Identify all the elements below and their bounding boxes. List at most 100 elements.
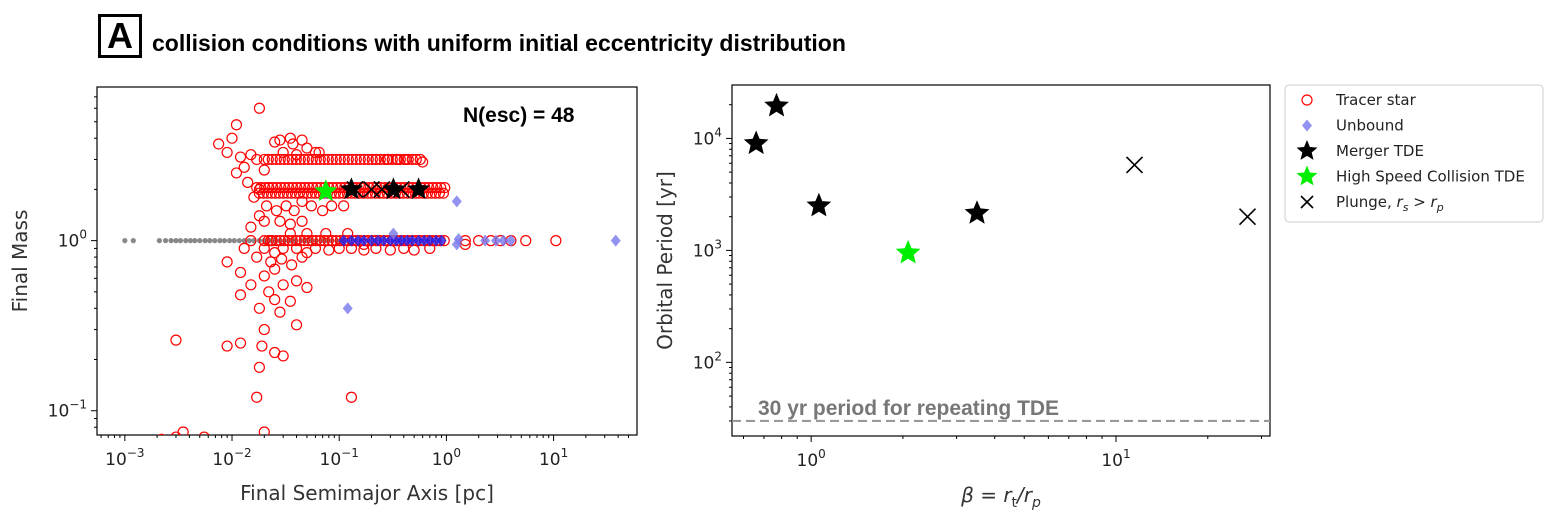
tracer-point xyxy=(270,235,282,247)
tracer-star-point xyxy=(333,242,345,255)
tracer-point xyxy=(265,187,277,199)
unbound-point xyxy=(451,195,462,208)
tracer-star-point xyxy=(258,215,270,227)
tracer-star-point xyxy=(550,235,562,247)
tracer-point xyxy=(302,153,314,166)
tracer-point xyxy=(253,187,265,199)
tracer-star-point xyxy=(345,391,358,403)
unbound-point xyxy=(342,302,353,315)
tracer-star-point xyxy=(274,134,286,146)
legend-label-unbound: Unbound xyxy=(1336,117,1404,135)
tracer-star-point xyxy=(234,151,247,163)
tracer-point xyxy=(362,153,374,166)
tracer-star-point xyxy=(296,195,308,208)
tracer-star-point xyxy=(323,244,335,256)
tracer-point xyxy=(266,235,278,247)
tracer-point xyxy=(278,235,290,247)
tracer-point xyxy=(318,153,330,166)
tracer-point xyxy=(278,153,290,166)
tracer-star-point xyxy=(253,361,265,373)
unbound-point xyxy=(419,234,430,247)
unbound-point xyxy=(407,234,418,247)
tracer-point xyxy=(302,235,314,247)
tracer-star-point xyxy=(157,433,166,435)
tracer-point xyxy=(330,153,342,166)
plot-frame xyxy=(96,86,638,436)
legend-label-merger: Merger TDE xyxy=(1336,142,1424,160)
escaped-point xyxy=(130,238,136,244)
unbound-point xyxy=(378,234,389,247)
unbound-point xyxy=(431,234,442,247)
tracer-point xyxy=(274,235,286,247)
merger-tde-point xyxy=(806,192,832,217)
plunge-point xyxy=(1125,156,1144,174)
tracer-star-point xyxy=(290,319,303,331)
tracer-star-point xyxy=(213,138,225,150)
tracer-point xyxy=(433,187,445,199)
tracer-star-point xyxy=(260,200,273,212)
tracer-point xyxy=(273,187,285,199)
tracer-star-point xyxy=(408,244,420,256)
escaped-point xyxy=(162,238,169,244)
unbound-point xyxy=(358,234,369,247)
merger-tde-point xyxy=(381,177,405,200)
tracer-point xyxy=(402,153,414,166)
tracer-point xyxy=(398,153,410,166)
escaped-point xyxy=(202,238,208,244)
tracer-point xyxy=(261,187,273,199)
tracer-star-point xyxy=(286,259,298,271)
merger-tde-point xyxy=(407,177,430,200)
tracer-point xyxy=(346,153,358,166)
tracer-star-point xyxy=(277,350,289,362)
escaped-point xyxy=(187,238,194,244)
figure-title: collision conditions with uniform initia… xyxy=(152,29,846,56)
tracer-star-point xyxy=(198,431,210,435)
tracer-point xyxy=(429,187,441,199)
tracer-point xyxy=(338,153,350,166)
tracer-star-point xyxy=(170,431,182,435)
tracer-point xyxy=(414,153,426,166)
tracer-star-point xyxy=(234,289,247,301)
escaped-point xyxy=(207,238,213,244)
y-tick-label: 102 xyxy=(693,349,722,373)
escaped-point xyxy=(217,238,223,244)
tracer-point xyxy=(374,153,386,166)
tracer-point xyxy=(425,187,437,199)
unbound-point xyxy=(453,233,464,246)
tracer-star-point xyxy=(290,275,303,287)
merger-tde-point xyxy=(764,92,789,117)
legend-marker-highspeed xyxy=(1296,165,1318,186)
tracer-star-point xyxy=(251,391,263,403)
tracer-point xyxy=(342,153,354,166)
tracer-point xyxy=(294,235,306,247)
tracer-point xyxy=(314,153,326,166)
tracer-star-point xyxy=(284,132,296,144)
unbound-point xyxy=(413,234,424,247)
left-data-layer xyxy=(122,102,621,435)
plunge-point xyxy=(373,180,391,198)
tracer-star-point xyxy=(230,119,243,131)
plunge-point xyxy=(1238,208,1257,226)
y-tick-label: 100 xyxy=(58,228,87,252)
escaped-point xyxy=(221,238,228,244)
tracer-star-point xyxy=(269,294,281,306)
legend-label-highspeed: High Speed Collision TDE xyxy=(1336,168,1525,186)
tracer-star-point xyxy=(245,221,257,233)
high-speed-collision-tde-point xyxy=(314,179,338,201)
tracer-star-point xyxy=(301,227,313,240)
tracer-star-point xyxy=(270,205,283,217)
tracer-star-point xyxy=(226,132,238,144)
tracer-star-point xyxy=(275,253,288,265)
tracer-point xyxy=(258,153,270,166)
plunge-point xyxy=(392,180,410,198)
tracer-star-point xyxy=(263,286,275,298)
unbound-point xyxy=(372,234,383,247)
legend-label-tracer: Tracer star xyxy=(1335,91,1417,109)
escaped-point xyxy=(177,238,184,244)
tracer-star-point xyxy=(221,146,233,159)
tracer-point xyxy=(286,235,298,247)
tracer-point xyxy=(282,153,294,166)
panel-label-badge: A xyxy=(98,14,142,58)
x-tick-label: 101 xyxy=(1101,447,1130,471)
tracer-star-point xyxy=(284,295,296,307)
